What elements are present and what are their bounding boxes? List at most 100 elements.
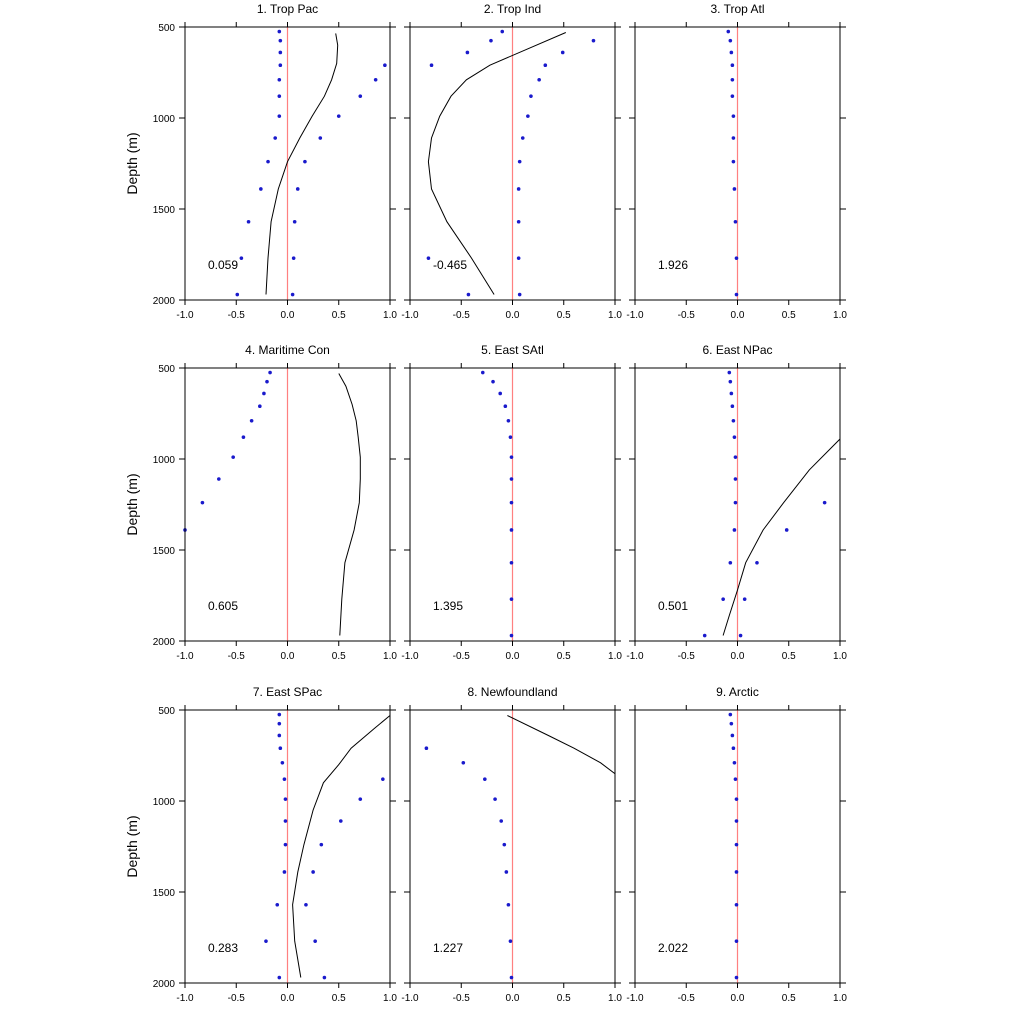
- data-point-a: [731, 746, 736, 751]
- panel-value: 0.605: [208, 599, 238, 613]
- data-point-b: [516, 219, 521, 224]
- data-point-a: [277, 77, 282, 82]
- data-point-a: [730, 733, 735, 738]
- panel-title: 6. East NPac: [702, 343, 772, 357]
- x-tick-label: 0.5: [332, 651, 346, 662]
- x-tick-label: 0.0: [281, 310, 295, 321]
- data-point-b: [560, 50, 565, 55]
- panel-title: 5. East SAtl: [481, 343, 544, 357]
- x-tick-label: -0.5: [228, 310, 246, 321]
- data-point-a: [731, 114, 736, 118]
- data-point-a: [728, 379, 733, 384]
- x-tick-label: 0.0: [731, 993, 745, 1004]
- panel-value: 1.926: [658, 258, 688, 272]
- data-point-a: [731, 159, 736, 164]
- data-point-a: [509, 500, 514, 505]
- panel-title: 9. Arctic: [716, 685, 759, 699]
- data-point-a: [266, 159, 270, 164]
- x-tick-label: 0.5: [332, 993, 346, 1004]
- x-tick-label: -0.5: [453, 651, 471, 662]
- data-point-a: [733, 455, 738, 459]
- x-tick-label: -0.5: [453, 310, 471, 321]
- data-point-a: [282, 870, 287, 874]
- data-point-a: [259, 187, 263, 191]
- panel-8: 8. Newfoundland -1.0 -0.5 0.0 0.5 1.0 1.227: [401, 685, 622, 1004]
- data-point-a: [509, 560, 514, 565]
- panel-5: 5. East SAtl -1.0 -0.5 0.0 0.5 1.0 1.395: [401, 343, 622, 662]
- data-point-a: [509, 455, 514, 459]
- panel-6: 6. East NPac -1.0 -0.5 0.0 0.5 1.0 0.501: [626, 343, 847, 662]
- y-tick-label: 500: [158, 364, 175, 375]
- y-tick-label: 1000: [153, 114, 176, 125]
- panel-title: 3. Trop Atl: [710, 2, 764, 16]
- data-point-a: [268, 370, 272, 375]
- data-point-a: [273, 136, 278, 140]
- data-point-a: [277, 721, 282, 726]
- data-point-a: [502, 842, 507, 847]
- data-point-a: [729, 391, 734, 396]
- x-tick-label: -1.0: [626, 310, 644, 321]
- data-point-b: [529, 94, 533, 98]
- x-tick-label: 0.5: [782, 310, 796, 321]
- panel-value: 1.227: [433, 941, 463, 955]
- data-point-a: [733, 500, 738, 505]
- data-point-b: [358, 797, 363, 801]
- panel-title: 7. East SPac: [253, 685, 322, 699]
- x-tick-label: 0.5: [782, 993, 796, 1004]
- data-point-a: [734, 842, 739, 847]
- data-point-a: [277, 712, 282, 717]
- data-point-a: [730, 94, 735, 98]
- x-tick-label: 0.5: [557, 310, 571, 321]
- data-point-b: [822, 500, 827, 505]
- data-point-a: [277, 94, 282, 98]
- data-point-b: [290, 292, 295, 297]
- data-point-a: [508, 435, 513, 439]
- data-point-b: [537, 77, 541, 82]
- profile-curve: [292, 715, 390, 978]
- data-point-a: [426, 256, 431, 260]
- data-point-a: [733, 777, 738, 781]
- x-tick-label: -1.0: [401, 310, 419, 321]
- data-point-a: [733, 219, 738, 224]
- profile-curve: [722, 438, 840, 636]
- data-point-a: [429, 63, 434, 68]
- data-point-b: [516, 187, 521, 191]
- data-point-a: [509, 975, 514, 980]
- data-point-b: [543, 63, 548, 68]
- data-point-a: [278, 746, 283, 751]
- data-point-a: [275, 902, 280, 907]
- data-point-a: [491, 379, 495, 384]
- data-point-a: [277, 29, 282, 34]
- x-tick-label: 1.0: [383, 993, 397, 1004]
- data-point-a: [217, 477, 221, 481]
- data-point-b: [738, 633, 743, 638]
- data-point-a: [729, 721, 734, 726]
- data-point-a: [282, 777, 287, 781]
- profile-curve: [427, 32, 566, 295]
- y-axis-label: Depth (m): [124, 132, 140, 194]
- x-tick-label: -1.0: [176, 651, 194, 662]
- x-tick-label: 1.0: [608, 651, 622, 662]
- x-tick-label: -1.0: [626, 651, 644, 662]
- panel-value: 0.059: [208, 258, 238, 272]
- x-tick-label: 1.0: [383, 310, 397, 321]
- profile-curve: [338, 373, 361, 636]
- x-tick-label: 0.0: [506, 310, 520, 321]
- data-point-a: [461, 760, 466, 765]
- x-tick-label: -1.0: [401, 651, 419, 662]
- data-point-b: [322, 975, 327, 980]
- data-point-a: [231, 455, 235, 459]
- data-point-a: [249, 418, 254, 423]
- data-point-a: [480, 370, 485, 375]
- data-point-a: [732, 528, 737, 532]
- y-tick-label: 2000: [153, 979, 176, 990]
- x-tick-label: 0.5: [782, 651, 796, 662]
- data-point-b: [313, 939, 317, 943]
- data-point-a: [262, 391, 266, 396]
- x-tick-label: -0.5: [228, 993, 246, 1004]
- x-tick-label: 0.5: [557, 651, 571, 662]
- panel-title: 2. Trop Ind: [484, 2, 541, 16]
- data-point-a: [241, 435, 246, 439]
- data-point-a: [734, 902, 739, 907]
